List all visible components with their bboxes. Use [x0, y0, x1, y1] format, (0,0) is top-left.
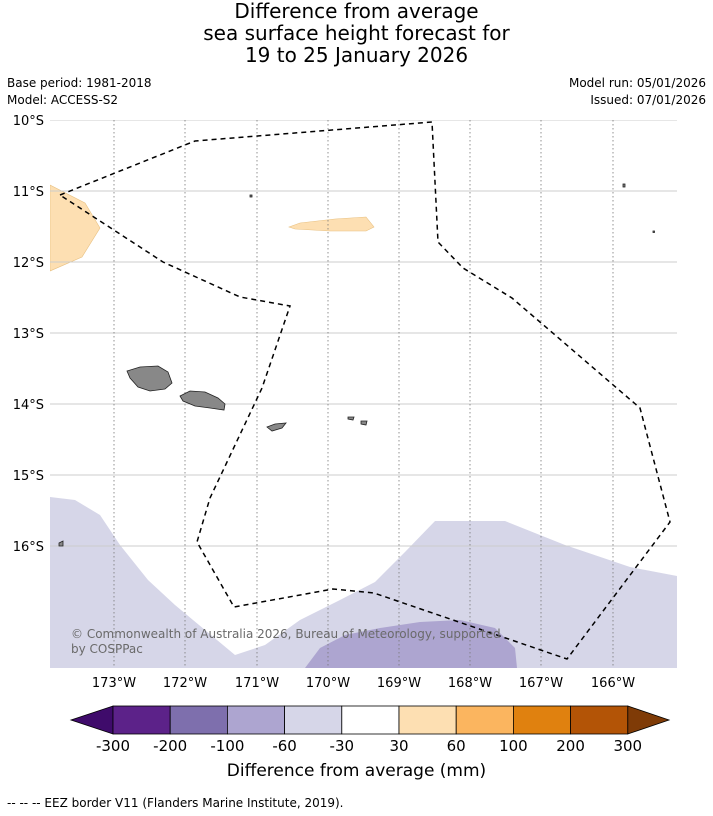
lon-label: 173°W: [92, 676, 136, 691]
eez-border: [58, 121, 671, 660]
lon-label: 171°W: [235, 676, 279, 691]
anomaly-region-light-purple: [50, 497, 677, 668]
lat-label: 11°S: [13, 185, 44, 200]
island-manua-1: [347, 416, 355, 421]
lon-label: 169°W: [377, 676, 421, 691]
colorbar-segment: [341, 705, 400, 735]
chart-title: Difference from average sea surface heig…: [0, 0, 713, 66]
lat-label: 14°S: [13, 398, 44, 413]
colorbar-segment: [112, 705, 171, 735]
colorbar-tick-label: 200: [556, 737, 585, 755]
copyright-note: © Commonwealth of Australia 2026, Bureau…: [71, 627, 501, 656]
lat-label: 12°S: [13, 256, 44, 271]
title-line-1: Difference from average: [234, 0, 479, 23]
anomaly-region-orange-center: [288, 216, 375, 232]
colorbar-tick-label: 60: [447, 737, 466, 755]
map-area: [50, 120, 677, 668]
lon-label: 168°W: [448, 676, 492, 691]
colorbar-segment: [226, 705, 285, 735]
colorbar-extend-low: [69, 705, 114, 735]
colorbar-title: Difference from average (mm): [226, 761, 487, 781]
lat-label: 15°S: [13, 469, 44, 484]
lon-label: 167°W: [519, 676, 563, 691]
colorbar-segment: [570, 705, 629, 735]
lat-label: 13°S: [13, 327, 44, 342]
issued-date: Issued: 07/01/2026: [590, 93, 706, 107]
base-period: Base period: 1981-2018: [7, 76, 152, 90]
colorbar-tick-label: 100: [499, 737, 528, 755]
island-small-sw: [58, 540, 64, 547]
island-small-ne-1: [622, 183, 626, 188]
colorbar-tick-label: 30: [389, 737, 408, 755]
islands: [58, 183, 655, 547]
island-small-ne-2: [652, 230, 655, 233]
copyright-line-2: by COSPPac: [71, 642, 143, 656]
meta-left: Base period: 1981-2018 Model: ACCESS-S2: [7, 75, 152, 109]
colorbar-tick-label: 300: [613, 737, 642, 755]
lon-label: 172°W: [163, 676, 207, 691]
anomaly-region-mid-purple: [305, 620, 517, 668]
lat-label: 16°S: [13, 540, 44, 555]
lon-label: 166°W: [591, 676, 635, 691]
colorbar: [69, 705, 671, 735]
anomaly-region-orange-west: [50, 184, 101, 272]
colorbar-tick-label: -60: [272, 737, 297, 755]
lon-label: 170°W: [306, 676, 350, 691]
colorbar-segment: [284, 705, 343, 735]
colorbar-segment: [398, 705, 457, 735]
island-savaii: [126, 365, 173, 392]
colorbar-segment: [455, 705, 514, 735]
model-name: Model: ACCESS-S2: [7, 93, 119, 107]
copyright-line-1: © Commonwealth of Australia 2026, Bureau…: [71, 627, 501, 641]
latitude-labels: 10°S 11°S 12°S 13°S 14°S 15°S 16°S: [13, 114, 44, 555]
longitude-labels: 173°W 172°W 171°W 170°W 169°W 168°W 167°…: [92, 676, 635, 691]
lat-label: 10°S: [13, 114, 44, 129]
title-line-2: sea surface height forecast for: [203, 21, 510, 45]
colorbar-segment: [169, 705, 228, 735]
island-tutuila: [266, 422, 287, 432]
colorbar-tick-label: -30: [330, 737, 355, 755]
meta-right: Model run: 05/01/2026 Issued: 07/01/2026: [569, 75, 706, 109]
title-line-3: 19 to 25 January 2026: [244, 43, 469, 67]
island-manua-2: [360, 420, 368, 426]
latitude-gridlines: [50, 120, 677, 547]
colorbar-tick-label: -300: [96, 737, 130, 755]
colorbar-segment: [513, 705, 572, 735]
colorbar-tick-label: -200: [153, 737, 187, 755]
colorbar-extend-high: [627, 705, 671, 735]
model-run: Model run: 05/01/2026: [568, 76, 706, 90]
island-small-north: [249, 194, 253, 198]
island-upolu: [179, 390, 226, 411]
eez-footnote: -- -- -- EEZ border V11 (Flanders Marine…: [7, 796, 344, 810]
longitude-gridlines: [113, 120, 614, 668]
colorbar-ticks: -300 -200 -100 -60 -30 30 60 100 200 300: [96, 737, 642, 755]
colorbar-tick-label: -100: [210, 737, 244, 755]
